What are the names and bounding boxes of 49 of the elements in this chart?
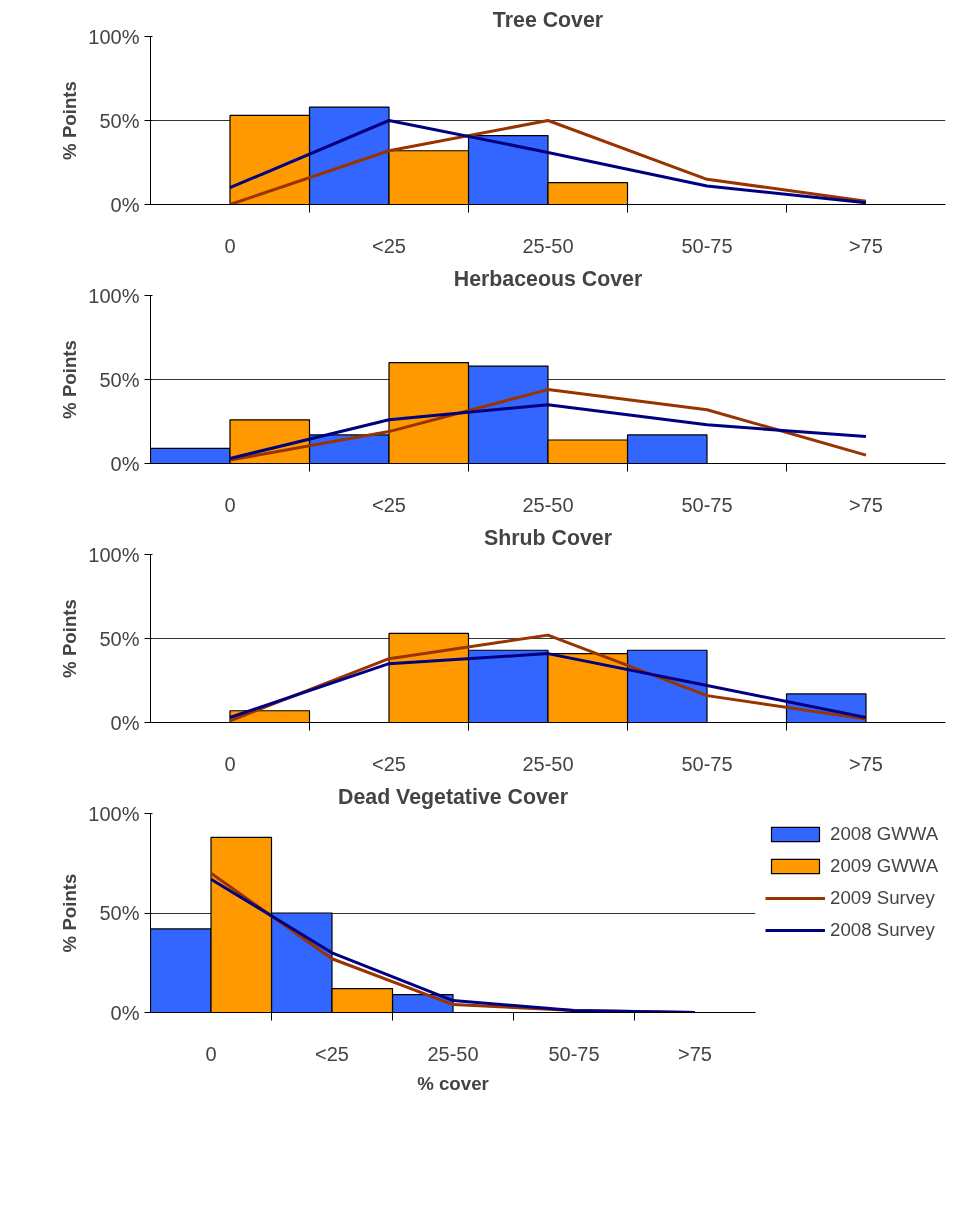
y-tick-label: 100% <box>88 802 140 825</box>
legend-label: 2008 GWWA <box>830 823 939 845</box>
legend-label: 2009 Survey <box>830 887 935 909</box>
y-tick-label: 0% <box>110 193 140 216</box>
x-tick-label: 50-75 <box>681 234 733 257</box>
x-tick-label: 0 <box>205 1042 217 1065</box>
x-tick-label: <25 <box>372 234 406 257</box>
x-tick-label: 0 <box>224 752 236 775</box>
y-tick-label: 0% <box>110 711 140 734</box>
line-series <box>228 403 868 460</box>
y-axis-title: % Points <box>59 873 81 953</box>
y-tick-label: 100% <box>88 543 140 566</box>
x-axis-title: % cover <box>417 1072 489 1094</box>
x-tick-label: <25 <box>315 1042 349 1065</box>
x-tick-label: 0 <box>224 493 236 516</box>
x-tick-label: 0 <box>224 234 236 257</box>
y-axis-title: % Points <box>59 81 81 160</box>
y-tick-label: 100% <box>88 25 140 48</box>
y-axis-title: % Points <box>59 340 81 419</box>
y-tick-label: 100% <box>88 284 140 307</box>
y-tick-label: 0% <box>110 1001 140 1024</box>
legend-label: 2009 GWWA <box>830 855 939 877</box>
y-tick-label: 50% <box>99 902 140 924</box>
y-tick-label: 50% <box>99 627 140 650</box>
x-tick-label: 25-50 <box>427 1042 479 1065</box>
chart-title: Dead Vegetative Cover <box>338 784 568 809</box>
x-tick-label: 25-50 <box>522 752 574 775</box>
x-tick-label: <25 <box>372 493 406 516</box>
y-tick-label: 50% <box>99 368 140 391</box>
chart-title: Tree Cover <box>492 7 604 32</box>
line-series <box>228 388 868 462</box>
x-tick-label: >75 <box>849 493 883 516</box>
x-tick-label: >75 <box>849 752 883 775</box>
x-tick-label: 25-50 <box>522 234 574 257</box>
x-tick-label: <25 <box>372 752 406 775</box>
line-series <box>228 119 868 205</box>
legend-label: 2008 Survey <box>830 919 935 941</box>
chart-title: Shrub Cover <box>484 525 613 550</box>
line-series <box>228 652 868 719</box>
x-tick-label: 50-75 <box>681 752 733 775</box>
x-tick-label: 25-50 <box>522 493 574 516</box>
x-tick-label: >75 <box>678 1042 712 1065</box>
x-tick-label: >75 <box>849 234 883 257</box>
chart-title: Herbaceous Cover <box>453 266 643 291</box>
x-tick-label: 50-75 <box>681 493 733 516</box>
y-tick-label: 50% <box>99 109 140 132</box>
y-tick-label: 0% <box>110 452 140 475</box>
y-axis-title: % Points <box>59 599 81 678</box>
x-tick-label: 50-75 <box>548 1042 600 1065</box>
